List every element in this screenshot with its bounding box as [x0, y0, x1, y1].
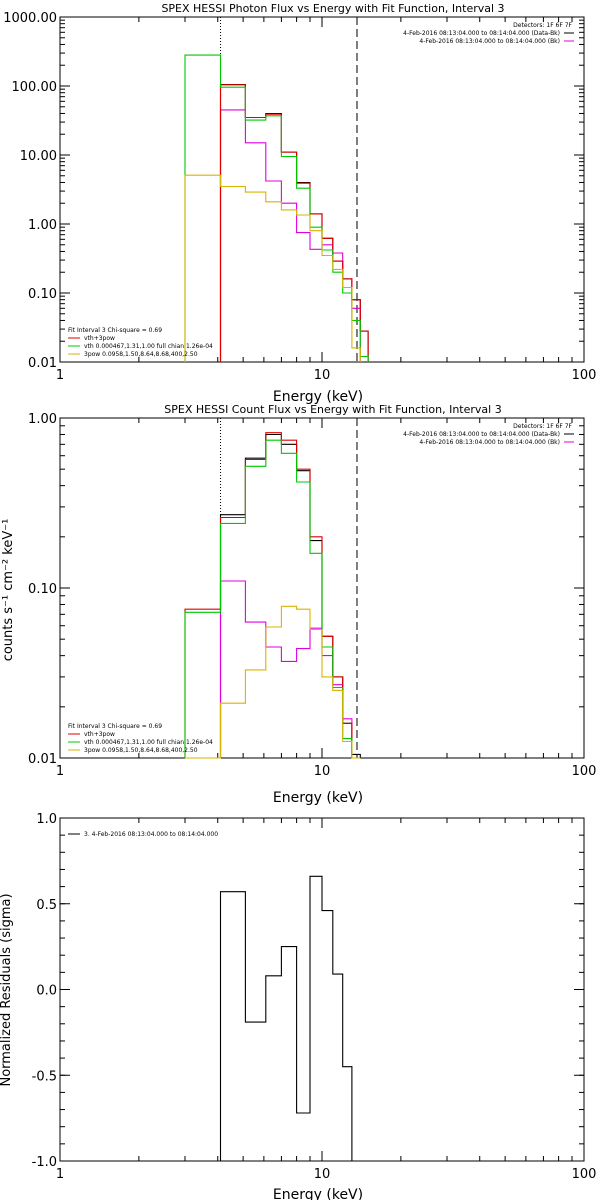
- series-vth-3pow: [184, 432, 361, 759]
- series-data-bk: [219, 433, 361, 758]
- series-bk: [219, 109, 361, 362]
- residuals-panel: 1 10 100 -1.0 -0.5 0.0 0.5 1.0 Energy (keV) Nor…: [0, 812, 596, 1200]
- photon-x-axis-label: Energy (keV): [273, 389, 363, 405]
- count-legend-left: Fit Interval 3 Chi-square = 0.69vth+3pow…: [68, 723, 213, 754]
- y-tick-label: 10.00: [20, 149, 57, 164]
- series-3-4-feb-2016-08-13-04-000-to-08-14-04-000: [219, 875, 357, 1162]
- legend-right-entry: 4-Feb-2016 08:13:04.000 to 08:14:04.000 …: [403, 431, 560, 438]
- y-tick-label: 1.0: [36, 812, 57, 827]
- photon-plot-frame: [59, 16, 585, 363]
- x-tick-label: 10: [314, 368, 331, 383]
- legend-entry: 3pow 0.0958,1.50,8.64,8.68,400,2.50: [84, 351, 198, 358]
- y-tick-label: 0.10: [28, 582, 57, 597]
- legend-right-entry: 4-Feb-2016 08:13:04.000 to 08:14:04.000 …: [403, 30, 560, 37]
- y-tick-label: 100.00: [12, 80, 58, 95]
- photon-legend-right: Detectors: 1F 6F 7F4-Feb-2016 08:13:04.0…: [403, 22, 574, 45]
- y-tick-label: 1.00: [28, 412, 57, 427]
- residuals-y-axis-label: Normalized Residuals (sigma): [0, 893, 14, 1086]
- y-tick-label: 0.5: [36, 898, 57, 913]
- y-tick-label: 0.01: [28, 356, 57, 371]
- photon-flux-panel: SPEX HESSI Photon Flux vs Energy with Fi…: [3, 2, 596, 405]
- series-bk: [219, 580, 361, 759]
- count-x-axis-label: Energy (keV): [273, 790, 363, 806]
- legend-right-entry: Detectors: 1F 6F 7F: [513, 22, 572, 29]
- residuals-plot-frame: [59, 817, 585, 1162]
- legend-entry: vth+3pow: [84, 335, 115, 342]
- series-vth: [184, 54, 369, 362]
- legend-right-entry: 4-Feb-2016 08:13:04.000 to 08:14:04.000 …: [419, 38, 560, 45]
- y-tick-label: 0.10: [28, 287, 57, 302]
- x-tick-label: 1: [56, 1167, 64, 1182]
- y-tick-label: 1.00: [28, 218, 57, 233]
- series-3pow: [184, 174, 361, 362]
- legend-right-entry: 4-Feb-2016 08:13:04.000 to 08:14:04.000 …: [419, 439, 560, 446]
- series-data-bk: [219, 83, 369, 362]
- x-tick-label: 10: [314, 764, 331, 779]
- photon-panel-title: SPEX HESSI Photon Flux vs Energy with Fi…: [161, 2, 504, 15]
- x-tick-label: 100: [572, 1167, 597, 1182]
- count-flux-panel: SPEX HESSI Count Flux vs Energy with Fit…: [1, 403, 596, 806]
- x-tick-label: 10: [314, 1167, 331, 1182]
- residuals-x-axis-label: Energy (keV): [273, 1187, 363, 1200]
- series-vth-3pow: [219, 84, 369, 362]
- count-panel-title: SPEX HESSI Count Flux vs Energy with Fit…: [164, 403, 501, 416]
- legend-right-entry: Detectors: 1F 6F 7F: [513, 423, 572, 430]
- y-tick-label: -1.0: [32, 1155, 57, 1170]
- x-tick-label: 100: [572, 368, 597, 383]
- x-tick-label: 1: [56, 764, 64, 779]
- x-tick-label: 1: [56, 368, 64, 383]
- legend-entry: 3. 4-Feb-2016 08:13:04.000 to 08:14:04.0…: [84, 831, 218, 838]
- x-tick-label: 100: [572, 764, 597, 779]
- count-legend-right: Detectors: 1F 6F 7F4-Feb-2016 08:13:04.0…: [403, 423, 574, 446]
- legend-entry: vth+3pow: [84, 731, 115, 738]
- legend-entry: vth 0.000467,1.31,1.00 full chian 1.26e-…: [84, 739, 213, 746]
- legend-entry: vth 0.000467,1.31,1.00 full chian 1.26e-…: [84, 343, 213, 350]
- series-vth: [184, 439, 361, 759]
- y-tick-label: -0.5: [32, 1069, 57, 1084]
- legend-entry: Fit Interval 3 Chi-square = 0.69: [68, 327, 162, 334]
- residuals-legend: 3. 4-Feb-2016 08:13:04.000 to 08:14:04.0…: [68, 831, 218, 838]
- y-tick-label: 0.01: [28, 752, 57, 767]
- legend-entry: 3pow 0.0958,1.50,8.64,8.68,400,2.50: [84, 747, 198, 754]
- y-tick-label: 1000.00: [3, 11, 57, 26]
- legend-entry: Fit Interval 3 Chi-square = 0.69: [68, 723, 162, 730]
- photon-legend-left: Fit Interval 3 Chi-square = 0.69vth+3pow…: [68, 327, 213, 358]
- y-tick-label: 0.0: [36, 984, 57, 999]
- series-3pow: [185, 605, 361, 759]
- count-y-axis-label: counts s⁻¹ cm⁻² keV⁻¹: [1, 519, 16, 662]
